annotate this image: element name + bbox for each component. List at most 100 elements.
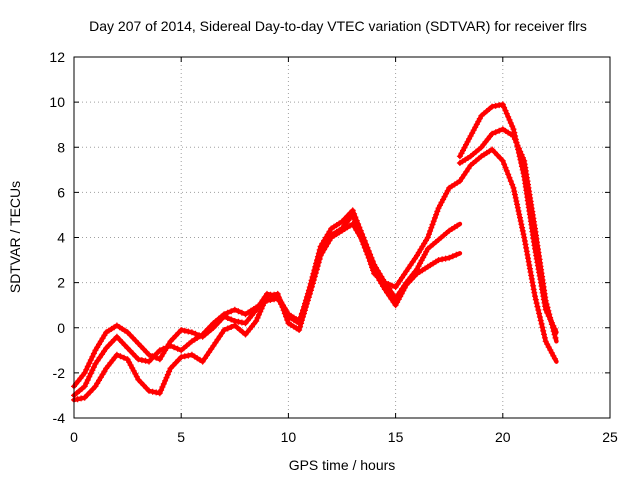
data-point (257, 308, 264, 315)
data-point (406, 279, 412, 286)
data-point (166, 368, 173, 375)
data-point (339, 218, 345, 225)
data-point (518, 221, 525, 228)
data-point (264, 293, 270, 300)
series-line (457, 102, 559, 335)
series-line (71, 212, 463, 403)
data-point (550, 328, 557, 335)
data-point (154, 350, 161, 357)
series-track-5 (456, 126, 559, 344)
data-point (510, 126, 517, 133)
data-point (94, 357, 101, 364)
data-point (509, 123, 516, 130)
data-point (207, 323, 214, 330)
data-point (203, 352, 210, 359)
data-point (142, 357, 149, 364)
data-point (267, 292, 274, 299)
data-point (103, 345, 110, 352)
data-point (439, 256, 446, 263)
x-tick-label: 5 (177, 429, 185, 445)
data-point (405, 265, 412, 272)
chart-title: Day 207 of 2014, Sidereal Day-to-day VTE… (89, 18, 587, 34)
y-tick-label: 2 (57, 275, 65, 291)
data-point (496, 127, 503, 134)
data-point (238, 319, 245, 326)
data-point (501, 104, 508, 111)
data-point (519, 224, 526, 231)
data-point (509, 181, 516, 188)
data-point (140, 382, 147, 389)
data-point (516, 211, 523, 218)
data-point (167, 365, 174, 372)
data-point (298, 320, 305, 327)
data-point (465, 165, 472, 172)
data-point (146, 387, 152, 394)
data-point (525, 255, 531, 262)
data-point (178, 327, 185, 333)
data-point (199, 331, 206, 338)
data-point (138, 357, 145, 364)
series-track-3 (71, 211, 463, 403)
data-point (548, 318, 554, 324)
data-point (403, 268, 410, 275)
data-point (174, 345, 181, 352)
data-point (171, 344, 178, 351)
data-point (127, 332, 134, 339)
data-point (363, 248, 370, 254)
data-point (202, 328, 209, 335)
x-tick-label: 10 (281, 429, 297, 445)
data-point (224, 309, 231, 316)
data-point (156, 347, 163, 354)
data-point (113, 333, 120, 340)
data-point (434, 208, 441, 215)
data-point (408, 276, 415, 283)
data-point (111, 336, 118, 343)
data-point (235, 308, 242, 315)
data-point (86, 360, 93, 367)
data-point (453, 251, 460, 258)
data-point (311, 273, 318, 280)
data-point (87, 357, 94, 363)
data-point (392, 284, 399, 291)
x-tick-label: 20 (495, 429, 511, 445)
data-point (172, 332, 179, 339)
data-point (359, 238, 366, 244)
data-point (492, 129, 499, 136)
data-point (384, 289, 390, 296)
data-point (175, 329, 182, 336)
data-point (541, 331, 547, 338)
data-point (526, 262, 533, 269)
data-point (433, 211, 440, 218)
data-point (261, 299, 268, 306)
data-point (503, 167, 510, 174)
data-point (517, 148, 524, 155)
data-point (547, 314, 554, 321)
data-point (459, 174, 466, 181)
data-point (108, 339, 115, 346)
data-point (512, 194, 519, 201)
data-point (517, 218, 524, 224)
data-point (353, 221, 360, 228)
data-point (238, 309, 245, 316)
data-point (181, 327, 188, 334)
data-point (181, 353, 188, 360)
x-tick-label: 15 (388, 429, 404, 445)
data-point (206, 349, 213, 356)
data-point (121, 342, 128, 349)
data-point (162, 377, 169, 384)
data-point (521, 234, 528, 241)
data-point (89, 367, 96, 374)
data-point (352, 218, 359, 225)
data-point (254, 314, 261, 321)
data-point (148, 355, 155, 362)
data-point (299, 317, 305, 324)
data-point (501, 161, 508, 168)
data-point (167, 342, 174, 349)
data-point (113, 351, 120, 358)
data-point (431, 214, 438, 221)
data-point (283, 313, 289, 320)
data-point (371, 268, 378, 275)
data-point (138, 343, 144, 350)
data-point (262, 296, 269, 303)
y-tick-label: 6 (57, 184, 65, 200)
